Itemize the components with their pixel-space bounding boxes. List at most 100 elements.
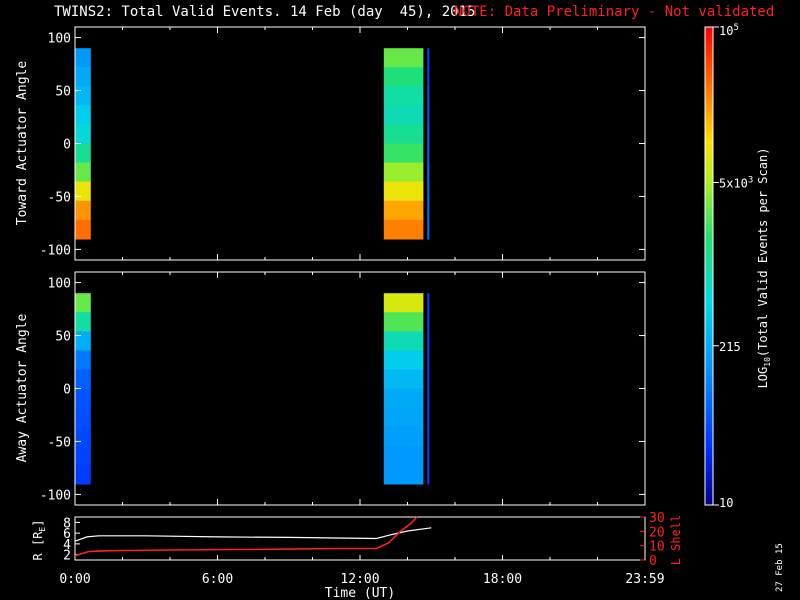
toward-cell	[75, 181, 91, 202]
toward-cell	[75, 219, 91, 240]
left-tick-label: 6	[63, 527, 71, 542]
toward-cell	[427, 86, 430, 106]
away-cell	[383, 445, 424, 466]
toward-cell	[427, 181, 430, 202]
away-cell	[427, 350, 430, 371]
colorbar-label: LOG10(Total Valid Events per Scan)	[756, 148, 772, 389]
away-cell	[383, 312, 424, 332]
y-tick-label: 100	[48, 277, 71, 292]
away-cell	[383, 407, 424, 428]
left-tick-label: 4	[63, 538, 71, 553]
away-cell	[427, 426, 430, 447]
y-tick-label: 0	[63, 138, 71, 153]
right-tick-label: 20	[649, 525, 665, 540]
away-cell	[427, 312, 430, 332]
toward-y-ticks: 100 50 0 -50 -100	[40, 27, 646, 260]
chart-title: TWINS2: Total Valid Events. 14 Feb (day …	[54, 4, 476, 20]
toward-cell	[427, 48, 430, 68]
away-cell	[383, 293, 424, 313]
toward-cell	[427, 67, 430, 87]
toward-cell	[383, 105, 424, 126]
away-cell	[75, 293, 91, 313]
away-cell	[383, 388, 424, 409]
right-tick-label: 30	[649, 511, 665, 526]
colorbar-tick-label: 5x103	[719, 175, 753, 190]
y-tick-label: -100	[40, 243, 71, 258]
away-plot-frame	[74, 271, 646, 506]
toward-cell	[75, 48, 91, 68]
toward-cell	[427, 162, 430, 183]
toward-cell	[427, 219, 430, 240]
colorbar-ticks: 105 5x103 215 10	[713, 23, 753, 510]
y-tick-label: 50	[55, 330, 71, 345]
colorbar-tick-label: 10	[719, 496, 733, 510]
away-cell	[383, 350, 424, 371]
right-tick-label: 0	[649, 554, 657, 569]
colorbar-tick-label: 215	[719, 340, 741, 354]
toward-cell	[75, 124, 91, 145]
toward-cell	[75, 200, 91, 221]
toward-cell	[383, 200, 424, 221]
x-tick-label: 0:00	[59, 572, 90, 587]
colorbar-gradient	[705, 27, 713, 505]
y-tick-label: -100	[40, 488, 71, 503]
toward-cell	[75, 86, 91, 106]
date-stamp: 27 Feb 15	[775, 543, 785, 592]
away-y-axis-label: Away Actuator Angle	[15, 313, 30, 462]
away-cell	[427, 445, 430, 466]
away-heatmap	[75, 293, 430, 485]
away-cell	[75, 407, 91, 428]
l-shell-series	[74, 516, 418, 557]
away-cell	[383, 369, 424, 390]
y-tick-label: -50	[48, 435, 71, 450]
away-cell	[75, 388, 91, 409]
x-axis-label: Time (UT)	[325, 586, 395, 600]
y-tick-label: 0	[63, 383, 71, 398]
colorbar-tick-label: 105	[719, 23, 739, 38]
toward-cell	[383, 181, 424, 202]
left-tick-label: 2	[63, 549, 71, 564]
toward-heatmap	[75, 48, 430, 240]
colorbar-frame	[704, 26, 714, 506]
toward-cell	[383, 162, 424, 183]
toward-cell	[75, 162, 91, 183]
toward-plot-frame	[74, 26, 646, 261]
away-cell	[427, 331, 430, 351]
toward-cell	[427, 200, 430, 221]
away-cell	[75, 350, 91, 371]
away-panel: 100 50 0 -50 -100 Away Actuator Angle	[15, 271, 646, 506]
x-tick-label: 12:00	[340, 572, 379, 587]
title-bar: TWINS2: Total Valid Events. 14 Feb (day …	[0, 4, 800, 26]
colorbar: 105 5x103 215 10 LOG10(Total Valid Events p…	[704, 23, 772, 510]
away-cell	[427, 388, 430, 409]
toward-cell	[75, 143, 91, 164]
y-tick-label: 50	[55, 85, 71, 100]
preliminary-note: NOTE: Data Preliminary - Not validated	[454, 4, 775, 20]
toward-cell	[427, 143, 430, 164]
y-tick-label: 100	[48, 32, 71, 47]
toward-cell	[75, 67, 91, 87]
toward-cell	[383, 86, 424, 106]
x-tick-label: 6:00	[202, 572, 233, 587]
left-tick-label: 8	[63, 516, 71, 531]
r-axis-label: R [RE]	[31, 520, 47, 561]
away-cell	[427, 293, 430, 313]
x-tick-label: 23:59	[625, 572, 664, 587]
right-tick-label: 10	[649, 540, 665, 555]
toward-y-axis-label: Toward Actuator Angle	[15, 61, 30, 226]
away-cell	[427, 369, 430, 390]
toward-cell	[75, 105, 91, 126]
away-y-ticks: 100 50 0 -50 -100	[40, 272, 646, 505]
away-cell	[75, 426, 91, 447]
away-cell	[383, 464, 424, 485]
toward-cell	[383, 124, 424, 145]
toward-panel: 100 50 0 -50 -100 Toward Actuator Angle	[15, 26, 646, 261]
away-cell	[75, 312, 91, 332]
toward-cell	[383, 143, 424, 164]
away-cell	[383, 331, 424, 351]
toward-cell	[427, 105, 430, 126]
x-tick-label: 18:00	[483, 572, 522, 587]
